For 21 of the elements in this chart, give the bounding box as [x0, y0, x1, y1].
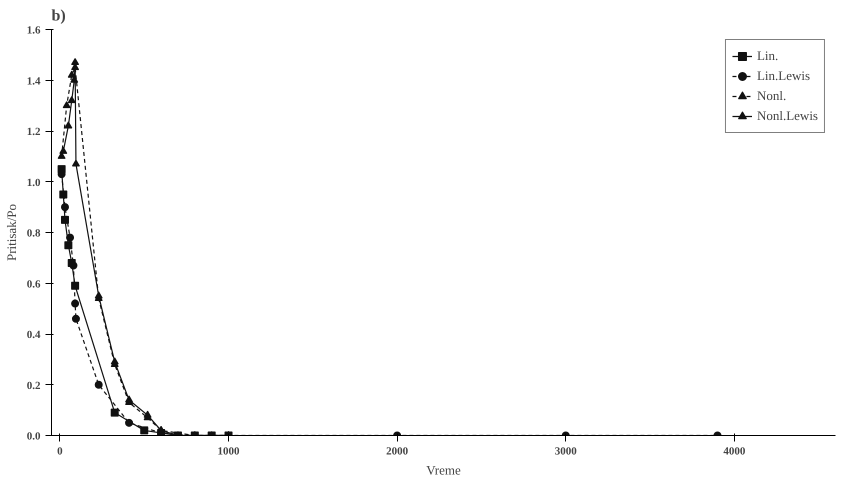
y-tick-label: 0.2 — [26, 380, 41, 392]
x-tick-label: 2000 — [386, 446, 409, 458]
chart-title: b) — [52, 8, 66, 24]
y-tick-label: 0.4 — [26, 329, 41, 341]
legend-label: Lin.Lewis — [756, 68, 810, 84]
x-tick-label: 3000 — [554, 446, 578, 458]
y-tick-label: 0.8 — [26, 228, 41, 240]
legend-label: Nonl.Lewis — [756, 108, 818, 124]
x-axis-title: Vreme — [426, 462, 462, 478]
x-tick-label: 0 — [57, 446, 64, 458]
y-tick-label: 1.0 — [26, 176, 41, 189]
legend-label: Nonl. — [756, 88, 786, 104]
y-tick-label: 1.4 — [26, 75, 41, 88]
y-axis-title: Pritisak/Po — [4, 204, 19, 262]
y-tick-label: 1.6 — [26, 24, 41, 36]
x-tick-label: 1000 — [218, 446, 240, 458]
y-tick-label: 1.2 — [26, 126, 41, 138]
y-tick-label: 0.6 — [26, 278, 41, 290]
legend-label: Lin. — [756, 48, 778, 64]
x-tick-label: 4000 — [723, 446, 746, 458]
y-tick-label: 0.0 — [26, 430, 41, 442]
